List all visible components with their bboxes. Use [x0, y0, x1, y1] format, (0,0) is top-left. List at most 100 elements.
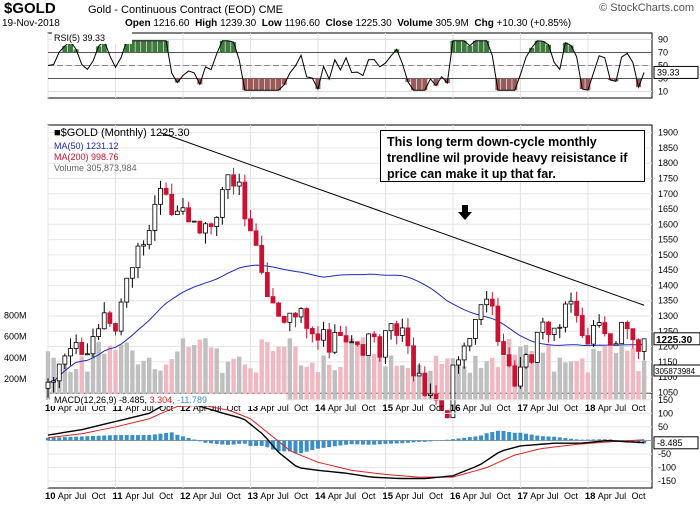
macd-x-tick-label: Jul — [480, 491, 492, 501]
candle-body — [118, 301, 124, 332]
volume-bar — [152, 369, 158, 400]
price-x-tick-label: 10 — [45, 403, 56, 414]
high-label: High — [195, 18, 218, 29]
volume-bar — [186, 347, 191, 400]
candle-body — [203, 223, 208, 234]
open-value: 1216.60 — [153, 18, 190, 29]
candle-body — [473, 319, 478, 339]
price-tick-label: 1750 — [658, 173, 678, 183]
volume-bar — [506, 338, 512, 400]
volume-bar — [141, 360, 146, 400]
volume-bar — [158, 370, 163, 400]
price-x-tick-label: Apr — [193, 403, 207, 413]
candle-body — [428, 393, 433, 396]
candle-body — [388, 323, 394, 332]
volume-bar — [416, 365, 422, 400]
price-x-tick-label: 13 — [247, 403, 258, 414]
high-value: 1239.30 — [220, 18, 257, 29]
candle-body — [321, 329, 326, 341]
candle-body — [523, 354, 529, 368]
candle-body — [495, 305, 501, 342]
macd-x-tick-label: Jul — [142, 491, 154, 501]
volume-bar — [242, 364, 248, 400]
candle-body — [73, 342, 79, 349]
price-x-tick-label: 12 — [180, 403, 191, 414]
volume-bar — [366, 344, 371, 400]
macd-x-tick-label: 17 — [517, 491, 528, 502]
volume-bar — [360, 337, 366, 400]
candle-body — [304, 308, 310, 329]
volume-bar — [557, 357, 562, 400]
rsi-current-box — [653, 65, 699, 79]
candle-body — [315, 333, 321, 341]
volume-bar — [495, 367, 501, 400]
down-arrow-icon — [458, 205, 472, 220]
candle-body — [354, 341, 360, 345]
macd-x-tick-label: Apr — [260, 491, 274, 501]
candle-body — [585, 335, 591, 345]
price-x-tick-label: Oct — [159, 403, 174, 413]
candle-body — [399, 327, 405, 336]
macd-x-tick-label: Apr — [193, 491, 207, 501]
price-x-tick-label: 18 — [585, 403, 596, 414]
candle-body — [248, 218, 253, 232]
candle-body — [169, 193, 175, 215]
volume-bar — [197, 339, 203, 400]
macd-x-tick-label: Apr — [395, 491, 409, 501]
candle-body — [45, 381, 51, 389]
macd-x-tick-label: Jul — [277, 491, 289, 501]
price-x-tick-label: 15 — [382, 403, 393, 414]
candle-body — [124, 277, 130, 303]
candle-body — [101, 312, 107, 330]
macd-x-tick-label: 11 — [112, 491, 123, 502]
volume-bar — [349, 338, 354, 400]
candle-body — [197, 220, 203, 234]
price-x-tick-label: Oct — [92, 403, 107, 413]
volume-bar — [546, 344, 551, 400]
volume-bar — [203, 338, 208, 400]
macd-x-tick-label: Apr — [463, 491, 477, 501]
volume-current-label: 305873984 — [655, 367, 696, 376]
candle-body — [79, 342, 85, 355]
macd-x-tick-label: 16 — [450, 491, 461, 502]
price-x-tick-label: Apr — [463, 403, 477, 413]
candle-body — [96, 328, 102, 337]
volume-bar — [68, 372, 73, 400]
macd-signal-line — [47, 404, 645, 478]
candle-body — [158, 187, 163, 205]
candle-body — [456, 359, 461, 366]
volume-bar — [608, 340, 613, 400]
price-tick-label: 1150 — [658, 357, 677, 367]
volume-bar — [276, 346, 281, 400]
candle-body — [180, 207, 186, 212]
macd-x-tick-label: Oct — [497, 491, 512, 501]
price-x-tick-label: Apr — [125, 403, 139, 413]
stockcharts-brand[interactable]: © StockCharts.com — [599, 2, 694, 14]
price-x-tick-label: Oct — [632, 403, 647, 413]
candle-body — [422, 372, 428, 396]
open-label: Open — [125, 18, 151, 29]
price-x-tick-label: Jul — [547, 403, 559, 413]
candle-body — [568, 300, 574, 305]
candle-body — [214, 216, 220, 227]
volume-bar — [220, 372, 225, 400]
candle-body — [62, 355, 68, 365]
candle-body — [518, 366, 523, 387]
volume-bar — [580, 358, 585, 400]
candle-body — [360, 344, 366, 356]
price-x-tick-label: Oct — [227, 403, 242, 413]
volume-bar — [355, 345, 360, 400]
volume-bar — [484, 361, 489, 400]
price-tick-label: 1600 — [658, 219, 678, 229]
price-tick-label: 1350 — [658, 296, 678, 306]
candle-body — [506, 354, 512, 367]
volume-bar — [130, 350, 135, 400]
exchange-label: CME — [258, 4, 284, 16]
candle-body — [90, 336, 96, 355]
volume-bar — [377, 342, 383, 400]
volume-bar — [625, 350, 630, 400]
candle-body — [264, 272, 270, 297]
candle-body — [219, 189, 225, 218]
volume-bar — [563, 362, 568, 400]
